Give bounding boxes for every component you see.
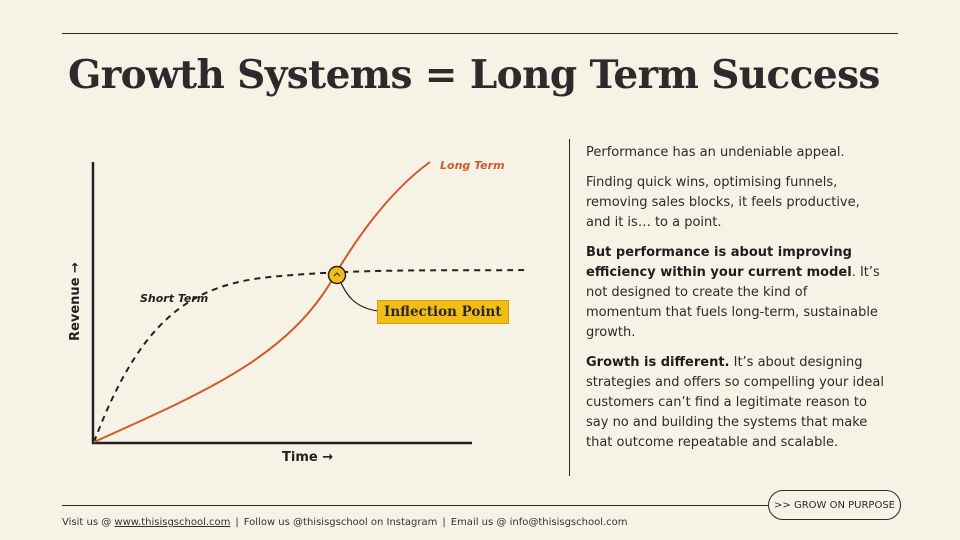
grow-on-purpose-button[interactable]: >> GROW ON PURPOSE [768, 490, 901, 520]
paragraph-3-rest: . It’s not designed to create the kind o… [586, 265, 880, 340]
y-axis-label: Revenue → [67, 262, 83, 341]
paragraph-1: Performance has an undeniable appeal. [586, 145, 845, 160]
bottom-divider [62, 505, 768, 506]
footer-instagram: Follow us @thisisgschool on Instagram [243, 517, 438, 528]
chart-svg [91, 161, 526, 445]
paragraph-3: But performance is about improving effic… [586, 243, 886, 343]
inflection-point-tick [333, 272, 341, 277]
short-term-curve [93, 269, 526, 443]
footer-visit-prefix: Visit us @ [62, 517, 115, 528]
column-divider [569, 139, 570, 476]
x-axis-label: Time → [282, 450, 334, 465]
long-term-curve [93, 161, 431, 443]
paragraph-3-bold: But performance is about improving effic… [586, 245, 852, 280]
inflection-point-callout: Inflection Point [377, 300, 509, 324]
long-term-label: Long Term [440, 159, 505, 172]
inflection-point-marker [327, 265, 347, 285]
footer-separator: | [442, 517, 446, 528]
short-term-label: Short Term [140, 292, 209, 305]
footer: Visit us @ www.thisisgschool.com | Follow … [62, 517, 628, 528]
website-link[interactable]: www.thisisgschool.com [114, 517, 231, 528]
paragraph-4-bold: Growth is different. [586, 355, 730, 370]
paragraph-4: Growth is different. It’s about designin… [586, 353, 886, 453]
top-divider [62, 33, 898, 34]
footer-email: Email us @ info@thisisgschool.com [450, 517, 628, 528]
paragraph-2: Finding quick wins, optimising funnels, … [586, 175, 860, 230]
page-title: Growth Systems = Long Term Success [68, 52, 880, 98]
paragraph-4-rest: It’s about designing strategies and offe… [586, 355, 884, 450]
body-copy: Performance has an undeniable appeal. Fi… [586, 143, 886, 463]
growth-chart: Long Term Short Term Revenue → Time → In… [60, 140, 540, 480]
footer-separator: | [235, 517, 239, 528]
